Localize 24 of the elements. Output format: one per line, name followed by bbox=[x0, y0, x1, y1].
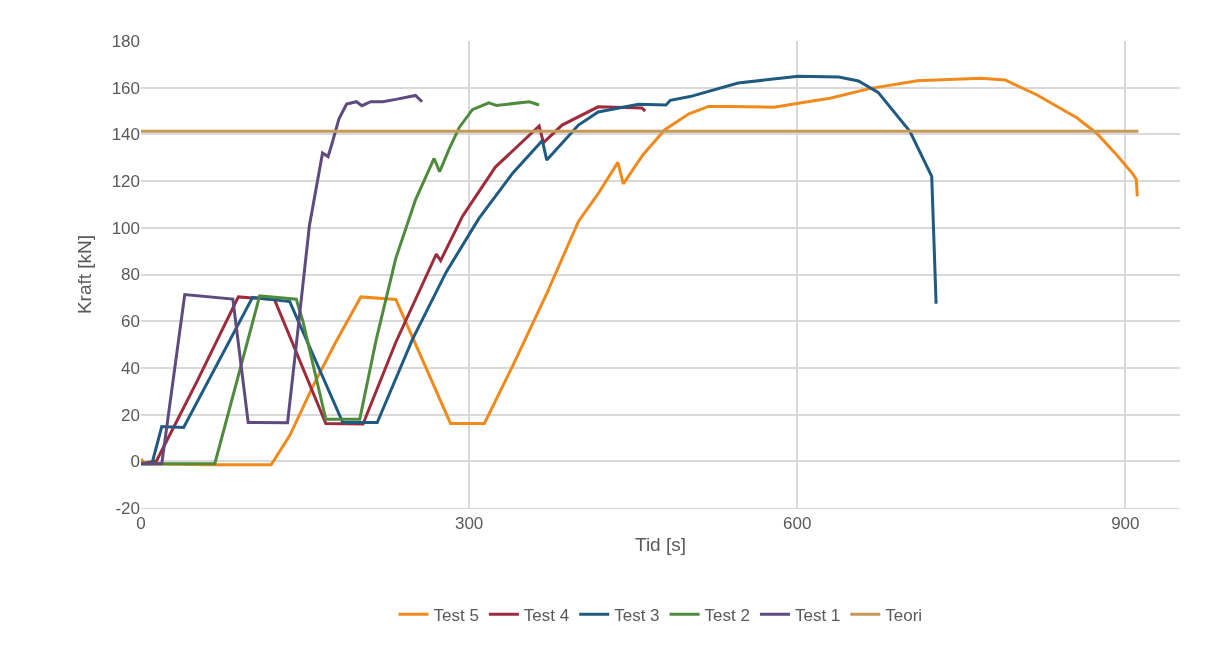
y-tick-label: 140 bbox=[111, 125, 140, 145]
legend-label: Test 1 bbox=[794, 605, 841, 625]
legend-label: Test 4 bbox=[523, 605, 570, 625]
legend-label: Test 3 bbox=[614, 605, 660, 625]
y-tick-label: 80 bbox=[121, 265, 140, 285]
y-tick-label: 0 bbox=[130, 452, 140, 472]
x-tick-label: 600 bbox=[783, 514, 812, 534]
legend-label: Test 5 bbox=[433, 605, 479, 625]
legend-label: Test 2 bbox=[704, 605, 750, 625]
y-tick-label: 20 bbox=[121, 405, 140, 425]
y-tick-label: -20 bbox=[115, 498, 140, 518]
line-series bbox=[141, 76, 1139, 467]
y-tick-label: 120 bbox=[111, 172, 140, 192]
x-tick-label: 300 bbox=[454, 514, 484, 534]
line-series bbox=[141, 93, 424, 466]
y-tick-label: 60 bbox=[121, 312, 140, 332]
y-tick-label: 160 bbox=[111, 78, 140, 98]
x-tick-label: 900 bbox=[1111, 514, 1140, 534]
y-tick-label: 40 bbox=[121, 358, 140, 378]
y-tick-label: 100 bbox=[111, 218, 140, 238]
legend-label: Teori bbox=[885, 605, 923, 625]
x-axis-title: Tid [s] bbox=[634, 534, 687, 556]
y-axis-title: Kraft [kN] bbox=[74, 234, 96, 315]
y-tick-label: 180 bbox=[111, 31, 140, 51]
